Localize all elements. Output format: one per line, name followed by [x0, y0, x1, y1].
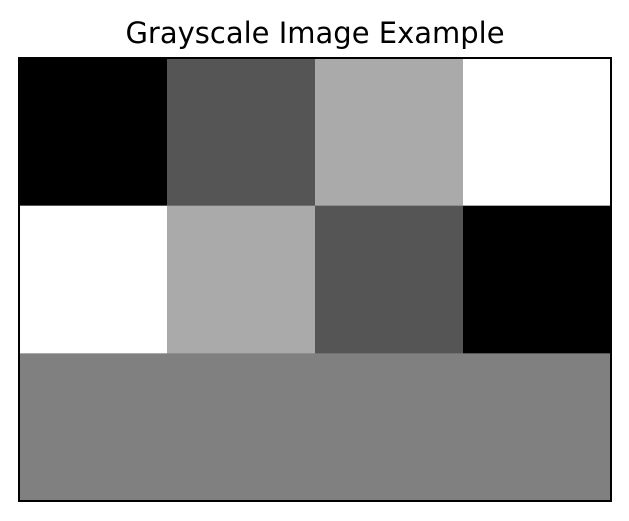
image-cell-r2-c0	[19, 353, 168, 502]
image-cell-r0-c1	[167, 58, 316, 207]
image-cell-r1-c3	[463, 205, 612, 354]
image-cells	[19, 58, 612, 502]
image-cell-r2-c1	[167, 353, 316, 502]
image-cell-r0-c0	[19, 58, 168, 207]
image-cell-r2-c2	[315, 353, 464, 502]
image-cell-r0-c3	[463, 58, 612, 207]
chart-title: Grayscale Image Example	[125, 16, 504, 50]
image-cell-r1-c0	[19, 205, 168, 354]
axes-frame	[18, 57, 612, 502]
image-cell-r0-c2	[315, 58, 464, 207]
image-cell-r1-c1	[167, 205, 316, 354]
image-cell-r1-c2	[315, 205, 464, 354]
image-cell-r2-c3	[463, 353, 612, 502]
